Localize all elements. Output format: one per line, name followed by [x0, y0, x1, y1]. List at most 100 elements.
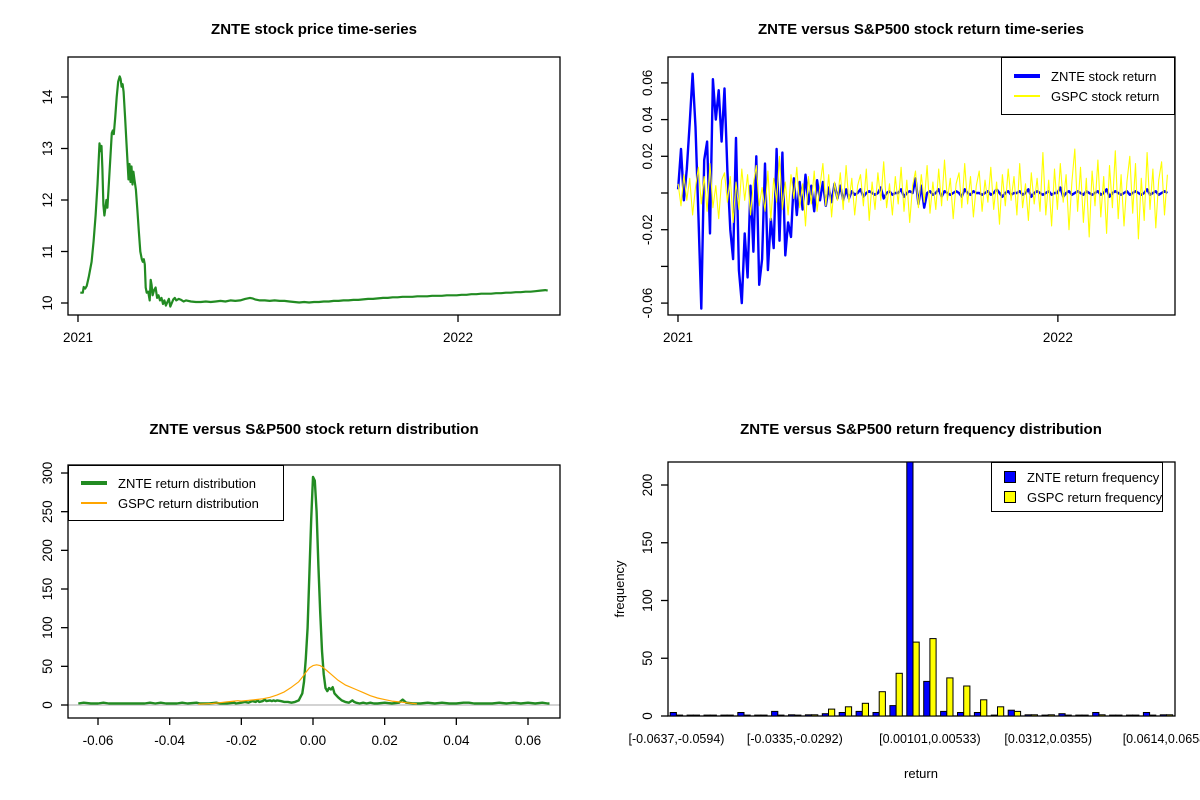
znte-frequency-bar [1126, 714, 1134, 717]
gspc-frequency-bar [1115, 714, 1123, 717]
znte-frequency-bar [1092, 712, 1100, 717]
plot-box [67, 56, 561, 316]
y-tick-label: 0.02 [640, 143, 655, 169]
return-frequency-legend: ZNTE return frequency GSPC return freque… [991, 462, 1163, 512]
gspc-frequency-bar [946, 677, 954, 717]
panel-return-timeseries: ZNTE versus S&P500 stock return time-ser… [600, 0, 1200, 400]
znte-frequency-bar [771, 710, 779, 717]
plot-box [67, 464, 561, 719]
y-tick-label: 0.04 [640, 106, 655, 133]
znte-frequency-bar [669, 712, 677, 717]
x-tick-label: 0.00 [300, 733, 326, 748]
legend-item: GSPC return distribution [81, 496, 271, 511]
frequency-chart-title: ZNTE versus S&P500 return frequency dist… [740, 421, 1102, 438]
y-tick-label: 13 [40, 141, 55, 156]
panel-return-distribution: ZNTE versus S&P500 stock return distribu… [0, 400, 600, 800]
gspc-frequency-bar [929, 638, 937, 717]
znte-frequency-bar [1109, 714, 1117, 717]
legend-item: ZNTE return frequency [1004, 470, 1159, 485]
gspc-frequency-bar [760, 714, 768, 717]
znte-frequency-bar [973, 712, 982, 717]
legend-item: ZNTE return distribution [81, 476, 271, 491]
legend-label: GSPC return frequency [1027, 489, 1163, 505]
return-distribution-chart: ZNTE versus S&P500 stock return distribu… [40, 421, 561, 748]
legend-item: GSPC stock return [1014, 89, 1162, 104]
znte-frequency-bar [889, 705, 897, 717]
znte-frequency-bar [1075, 714, 1083, 717]
x-tick-label: 2021 [63, 330, 93, 345]
gspc-frequency-bar [1132, 714, 1140, 717]
znte-frequency-bar [703, 714, 711, 717]
gspc-frequency-bar [692, 714, 701, 717]
legend-label: ZNTE return frequency [1027, 469, 1160, 485]
plot-box [667, 461, 1176, 717]
znte-frequency-bar [957, 712, 965, 717]
znte-frequency-bar [906, 461, 914, 717]
gspc-frequency-bar [861, 702, 869, 717]
return-frequency-chart: ZNTE versus S&P500 return frequency dist… [612, 421, 1200, 781]
x-tick-label: 2021 [663, 330, 693, 345]
gspc-frequency-bar [980, 699, 988, 717]
gspc-frequency-bar [1166, 714, 1174, 717]
price-plot-area: 2021 2022 10 11 12 13 14 [40, 56, 561, 345]
y-tick-label: 250 [40, 500, 55, 523]
znte-frequency-bar [804, 714, 813, 717]
y-tick-label: 0 [40, 701, 55, 709]
bin-label: [-0.0637,-0.0594) [629, 732, 725, 746]
bin-label: [0.0312,0.0355) [1004, 732, 1092, 746]
gspc-frequency-bar [1149, 714, 1157, 717]
x-tick-label: -0.06 [83, 733, 114, 748]
znte-frequency-bar [1041, 714, 1049, 717]
gspc-frequency-bar [1081, 714, 1089, 717]
znte-frequency-bar [788, 714, 796, 717]
znte-frequency-bar [821, 713, 830, 717]
znte-frequency-bar [940, 710, 948, 717]
y-tick-label: 10 [40, 295, 55, 310]
gspc-frequency-bar [1047, 714, 1055, 717]
znte-frequency-bar [686, 714, 694, 717]
x-tick-label: 2022 [1043, 330, 1073, 345]
znte-frequency-bar [1024, 714, 1032, 717]
legend-label: ZNTE return distribution [118, 475, 256, 491]
znte-frequency-bar [872, 712, 880, 717]
gspc-frequency-bar [828, 708, 836, 717]
znte-frequency-bar [838, 712, 846, 717]
x-tick-label: 2022 [443, 330, 473, 345]
x-tick-label: -0.04 [154, 733, 185, 748]
distribution-plot-area: -0.06 -0.04 -0.02 0.00 0.02 0.04 0.06 0 50 100 150… [40, 462, 561, 748]
gspc-frequency-bar [709, 714, 717, 717]
y-tick-label: 300 [40, 462, 55, 485]
return-plot-area: 2021 2022 0.06 0.04 0.02 -0.02 -0.06 [640, 56, 1176, 345]
return-timeseries-legend: ZNTE stock return GSPC stock return [1001, 57, 1175, 115]
return-timeseries-chart: ZNTE versus S&P500 stock return time-ser… [640, 21, 1176, 345]
x-tick-label: -0.02 [226, 733, 257, 748]
legend-label: ZNTE stock return [1051, 68, 1157, 84]
legend-label: GSPC return distribution [118, 495, 259, 511]
legend-item: ZNTE stock return [1014, 69, 1162, 84]
y-tick-label: 100 [40, 616, 55, 639]
bin-label: [0.00101,0.00533) [879, 732, 980, 746]
y-tick-label: -0.02 [640, 214, 655, 245]
gspc-frequency-bar [675, 714, 684, 717]
gspc-stock-return-line [677, 148, 1168, 240]
znte-frequency-bar [720, 714, 728, 717]
znte-frequency-bar [990, 714, 998, 717]
gspc-frequency-bar [794, 714, 802, 717]
znte-frequency-bar [737, 712, 745, 717]
legend-item: GSPC return frequency [1004, 490, 1162, 505]
gspc-frequency-bar [811, 714, 819, 717]
y-tick-label: 0 [640, 712, 655, 720]
frequency-x-axis-title: return [904, 766, 938, 781]
gspc-frequency-bar [1064, 714, 1072, 717]
y-tick-label: 12 [40, 192, 55, 207]
znte-frequency-bar [923, 680, 931, 717]
x-tick-label: 0.06 [515, 733, 541, 748]
gspc-frequency-bar [1013, 710, 1022, 717]
legend-swatch-gspc-line [81, 502, 107, 504]
legend-swatch-znte-box [1004, 471, 1016, 483]
gspc-frequency-bar [1098, 714, 1106, 717]
znte-frequency-bar [855, 710, 863, 717]
znte-frequency-bar [1159, 714, 1167, 717]
y-tick-label: -0.06 [640, 288, 655, 319]
